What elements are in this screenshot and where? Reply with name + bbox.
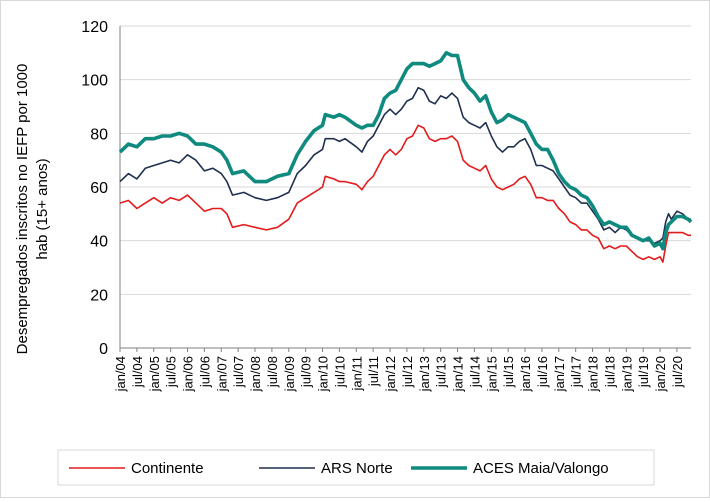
y-tick-label: 120 [81, 19, 108, 36]
x-tick-label: jul/14 [467, 356, 482, 388]
legend-label-0: Continente [131, 460, 204, 477]
y-tick-label: 60 [90, 180, 108, 197]
x-tick-labels: jan/04 jul/04 jan/05 jul/05 jan/06 jul/06 jan/… [113, 348, 685, 392]
x-tick-label: jan/07 [214, 356, 229, 392]
x-tick-label: jan/06 [181, 356, 196, 392]
y-axis-label-line-1: Desempregados inscritos no IEFP por 1000 [14, 64, 31, 355]
x-tick-label: jan/10 [316, 356, 331, 392]
x-tick-label: jul/17 [569, 356, 584, 388]
x-tick-label: jan/18 [586, 356, 601, 392]
series-line-2 [118, 51, 693, 251]
x-tick-label: jul/16 [535, 356, 550, 388]
series-line-1 [119, 86, 691, 245]
x-tick-label: jul/07 [231, 356, 246, 388]
x-tick-label: jul/06 [197, 356, 212, 388]
y-tick-label: 100 [81, 73, 108, 90]
x-tick-label: jan/16 [518, 356, 533, 392]
x-tick-label: jul/20 [670, 356, 685, 388]
x-tick-label: jan/04 [113, 356, 128, 392]
legend-label-2: ACES Maia/Valongo [473, 460, 609, 477]
series-lines [118, 51, 693, 263]
x-tick-label: jul/19 [636, 356, 651, 388]
series-line-0 [119, 124, 691, 263]
x-tick-label: jul/05 [164, 356, 179, 388]
x-tick-label: jan/13 [417, 356, 432, 392]
x-tick-label: jan/17 [552, 356, 567, 392]
y-tick-label: 20 [90, 287, 108, 304]
axes [119, 26, 691, 349]
y-tick-label: 40 [90, 234, 108, 251]
x-tick-label: jul/04 [130, 356, 145, 388]
x-tick-label: jan/08 [248, 356, 263, 392]
x-tick-label: jan/05 [147, 356, 162, 392]
gridlines [120, 25, 691, 295]
x-tick-label: jul/15 [501, 356, 516, 388]
x-tick-label: jul/09 [299, 356, 314, 388]
legend-box [57, 449, 655, 486]
y-axis-label-line-2: hab (15+ anos) [34, 158, 51, 259]
x-tick-label: jan/09 [282, 356, 297, 392]
x-tick-label: jul/08 [265, 356, 280, 388]
x-tick-label: jul/10 [332, 356, 347, 388]
x-tick-label: jul/18 [602, 356, 617, 388]
y-tick-label: 0 [99, 341, 108, 358]
x-tick-label: jul/11 [366, 356, 381, 387]
legend: Continente ARS Norte ACES Maia/Valongo [69, 460, 609, 477]
x-tick-label: jul/12 [400, 356, 415, 388]
y-tick-labels: 0 20 40 60 80 100 120 [81, 19, 108, 358]
x-tick-label: jul/13 [434, 356, 449, 388]
x-tick-label: jan/14 [451, 356, 466, 392]
x-tick-label: jan/11 [349, 356, 364, 391]
x-tick-label: jan/20 [653, 356, 668, 392]
x-tick-label: jan/19 [619, 356, 634, 392]
y-tick-label: 80 [90, 126, 108, 143]
x-tick-label: jan/12 [383, 356, 398, 392]
x-tick-label: jan/15 [484, 356, 499, 392]
legend-label-1: ARS Norte [321, 460, 393, 477]
